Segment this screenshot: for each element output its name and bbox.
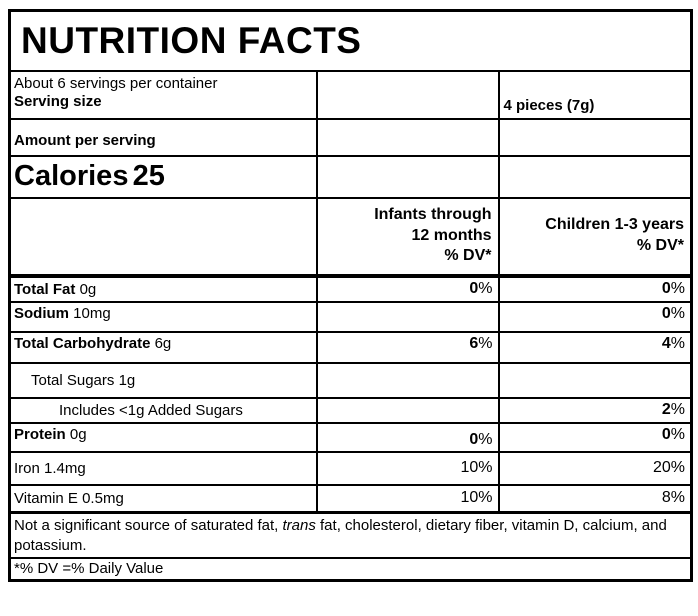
dv-infants-value: 6% — [315, 330, 500, 364]
dv-infants-value — [315, 300, 500, 333]
table-row: Infants through 12 months % DV* Children… — [8, 196, 693, 278]
dv-infants-value — [315, 361, 500, 399]
nutrition-facts-table: NUTRITION FACTS About 6 servings per con… — [8, 9, 693, 582]
nutrient-name: Protein — [14, 425, 66, 443]
trans-fat-italic: trans — [282, 517, 316, 534]
nutrient-cell: Total Carbohydrate 6g — [8, 330, 318, 364]
serving-size-label: Serving size — [14, 93, 102, 111]
table-row: Iron 1.4mg 10% 20% — [8, 450, 693, 486]
amount-per-serving-label: Amount per serving — [8, 117, 318, 157]
nutrient-cell: Sodium 10mg — [8, 300, 318, 333]
table-row: Total Fat 0g 0% 0% — [8, 274, 693, 303]
table-row: Protein 0g 0% 0% — [8, 421, 693, 453]
empty-cell — [497, 154, 693, 199]
column-header-children: Children 1-3 years % DV* — [497, 196, 693, 278]
nutrient-cell: Iron 1.4mg — [8, 450, 318, 486]
empty-cell — [315, 69, 500, 120]
dv-children-value: 0% — [497, 300, 693, 333]
label-title: NUTRITION FACTS — [21, 19, 362, 61]
table-row: Not a significant source of saturated fa… — [8, 511, 693, 559]
table-row: Total Sugars 1g — [8, 361, 693, 399]
table-row: Includes <1g Added Sugars 2% — [8, 396, 693, 424]
nutrient-amount: 1.4mg — [44, 459, 86, 477]
footnote: Not a significant source of saturated fa… — [8, 511, 693, 559]
table-row: NUTRITION FACTS — [8, 9, 693, 72]
nutrient-name: Total Sugars — [31, 371, 115, 389]
table-row: About 6 servings per container Serving s… — [8, 69, 693, 120]
nutrient-name: Iron — [14, 459, 40, 477]
calories-label: Calories — [14, 160, 129, 192]
nutrient-amount: 6g — [154, 334, 172, 352]
dv-infants-value: 10% — [315, 483, 500, 514]
nutrient-name: Total Carbohydrate — [14, 334, 151, 352]
nutrition-facts-label: NUTRITION FACTS About 6 servings per con… — [8, 9, 693, 582]
dv-children-value: 0% — [497, 274, 693, 303]
nutrient-name: Sodium — [14, 304, 69, 322]
nutrient-name: Includes <1g Added Sugars — [59, 401, 243, 419]
nutrient-name: Total Fat — [14, 280, 76, 298]
dv-children-value: 4% — [497, 330, 693, 364]
title-cell: NUTRITION FACTS — [8, 9, 693, 72]
empty-cell — [8, 196, 318, 278]
empty-cell — [315, 117, 500, 157]
nutrient-amount: 1g — [118, 371, 136, 389]
nutrient-amount: 0.5mg — [82, 489, 124, 507]
nutrient-name: Vitamin E — [14, 489, 78, 507]
table-row: Total Carbohydrate 6g 6% 4% — [8, 330, 693, 364]
dv-infants-value: 0% — [315, 421, 500, 453]
serving-info-cell: About 6 servings per container Serving s… — [8, 69, 318, 120]
calories-value: 25 — [132, 160, 165, 192]
dv-infants-value: 10% — [315, 450, 500, 486]
column-header-infants: Infants through 12 months % DV* — [315, 196, 500, 278]
dv-children-value: 0% — [497, 421, 693, 453]
nutrient-cell: Total Sugars 1g — [8, 361, 318, 399]
nutrient-cell: Protein 0g — [8, 421, 318, 453]
table-row: Amount per serving — [8, 117, 693, 157]
dv-infants-value: 0% — [315, 274, 500, 303]
serving-size-value: 4 pieces (7g) — [497, 69, 693, 120]
dv-infants-value — [315, 396, 500, 424]
servings-per-container: About 6 servings per container — [14, 74, 218, 92]
dv-children-value: 2% — [497, 396, 693, 424]
dv-children-value — [497, 361, 693, 399]
nutrient-amount: 0g — [69, 425, 87, 443]
nutrient-amount: 0g — [79, 280, 97, 298]
daily-value-note: *% DV =% Daily Value — [8, 557, 693, 582]
nutrient-cell: Vitamin E 0.5mg — [8, 483, 318, 514]
table-row: Sodium 10mg 0% — [8, 300, 693, 333]
calories-cell: Calories 25 — [8, 154, 318, 199]
dv-children-value: 20% — [497, 450, 693, 486]
table-row: Calories 25 — [8, 154, 693, 199]
dv-children-value: 8% — [497, 483, 693, 514]
nutrient-cell: Includes <1g Added Sugars — [8, 396, 318, 424]
empty-cell — [497, 117, 693, 157]
nutrient-cell: Total Fat 0g — [8, 274, 318, 303]
table-row: *% DV =% Daily Value — [8, 557, 693, 582]
nutrient-amount: 10mg — [73, 304, 111, 322]
empty-cell — [315, 154, 500, 199]
table-row: Vitamin E 0.5mg 10% 8% — [8, 483, 693, 514]
